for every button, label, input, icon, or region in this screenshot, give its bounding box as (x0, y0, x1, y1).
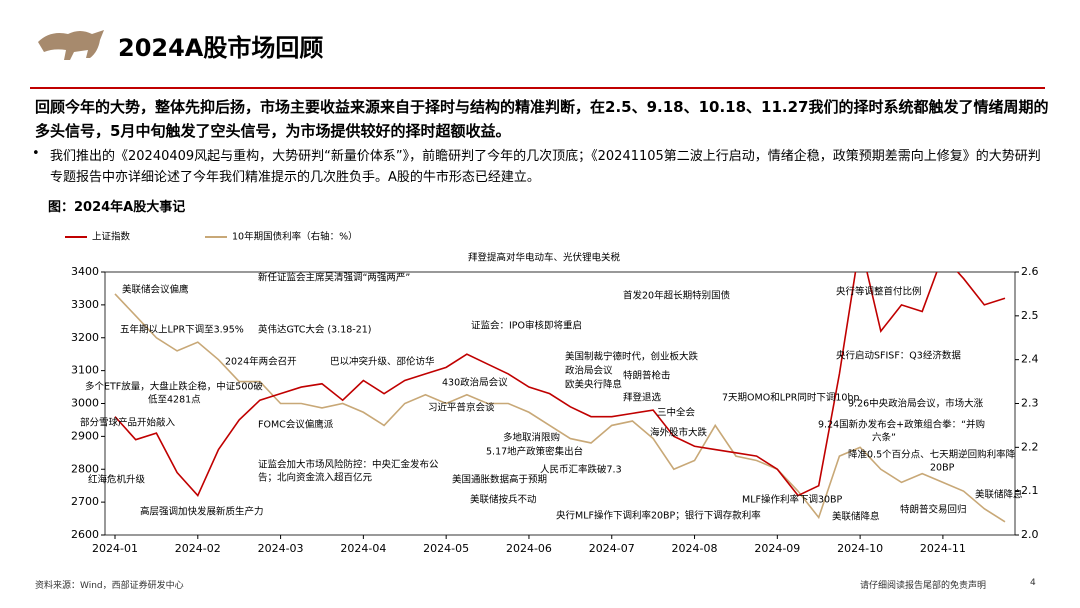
x-tick-label: 2024-04 (340, 542, 386, 555)
annotation: 5.17地产政策密集出台 (486, 446, 583, 458)
annotation: 多个ETF放量，大盘止跌企稳，中证500破 (85, 381, 263, 393)
annotation: 三中全会 (657, 407, 696, 419)
annotation: 英伟达GTC大会 (3.18-21) (258, 324, 372, 336)
y2-tick-label: 2.3 (1021, 397, 1039, 410)
series-line (114, 272, 1006, 497)
legend-label: 10年期国债利率（右轴：%） (232, 231, 358, 243)
x-tick-label: 2024-05 (423, 542, 469, 555)
x-tick-label: 2024-01 (92, 542, 138, 555)
annotation: 7天期OMO和LPR同时下调10bp (722, 392, 859, 404)
figure-caption: 图：2024年A股大事记 (48, 200, 186, 215)
annotation: 20BP (930, 463, 955, 474)
x-tick-label: 2024-06 (506, 542, 552, 555)
annotation: 美联储按兵不动 (470, 494, 537, 506)
legend-label: 上证指数 (92, 231, 131, 243)
y2-tick-label: 2.1 (1021, 484, 1039, 497)
annotation: 美国通胀数据高于预期 (452, 474, 547, 486)
annotation: 政治局会议 (565, 365, 613, 377)
annotation: 高层强调加快发展新质生产力 (140, 506, 264, 518)
x-tick-label: 2024-02 (175, 542, 221, 555)
annotation: 降准0.5个百分点、七天期逆回购利率降 (848, 449, 1016, 461)
y2-tick-label: 2.5 (1021, 309, 1039, 322)
annotation: 拜登退选 (623, 392, 662, 404)
annotation: 430政治局会议 (442, 377, 508, 389)
disclaimer: 请仔细阅读报告尾部的免责声明 (860, 581, 987, 591)
page-number: 4 (1030, 578, 1036, 588)
source: 资料来源：Wind，西部证券研发中心 (35, 581, 184, 591)
annotation: 五年期以上LPR下调至3.95% (120, 324, 244, 336)
annotation: MLF操作利率下调30BP (742, 494, 843, 506)
paragraph: 回顾今年的大势，整体先抑后扬，市场主要收益来源来自于择时与结构的精准判断，在2.… (35, 98, 1049, 140)
annotation: 2024年两会召开 (225, 356, 297, 368)
y2-tick-label: 2.4 (1021, 353, 1039, 366)
annotation: 美联储会议偏鹰 (122, 284, 189, 296)
series-line (114, 293, 1006, 523)
y2-tick-label: 2.2 (1021, 440, 1039, 453)
annotation: 央行MLF操作下调利率20BP；银行下调存款利率 (556, 510, 761, 522)
y-tick-label: 3300 (71, 298, 99, 311)
x-tick-label: 2024-03 (258, 542, 304, 555)
y-tick-label: 3200 (71, 331, 99, 344)
annotation: 特朗普枪击 (623, 370, 671, 382)
y-tick-label: 3400 (71, 265, 99, 278)
annotation: 新任证监会主席吴清强调“两强两严” (258, 272, 410, 284)
annotation: 证监会加大市场风险防控：中央汇金发布公 (258, 459, 439, 471)
y-tick-label: 2700 (71, 495, 99, 508)
annotation: 特朗普交易回归 (900, 504, 967, 516)
annotation: 人民币汇率跌破7.3 (540, 464, 622, 476)
annotation: 红海危机升级 (88, 474, 146, 486)
annotation: 美联储降息 (832, 511, 880, 523)
annotation: 拜登提高对华电动车、光伏锂电关税 (468, 252, 621, 264)
annotation: 9.24国新办发布会+政策组合拳：“并购 (818, 419, 985, 431)
annotation: 多地取消限购 (503, 432, 560, 444)
logo (38, 30, 104, 60)
annotation: 巴以冲突升级、邵伦访华 (330, 356, 435, 368)
annotation: 9.26中央政治局会议，市场大涨 (848, 398, 984, 410)
annotation: 首发20年超长期特别国债 (623, 290, 731, 302)
x-tick-label: 2024-09 (754, 542, 800, 555)
annotation: 美联储降息 (975, 489, 1023, 501)
title: 2024A股市场回顾 (118, 34, 324, 62)
annotation: 六条” (872, 432, 896, 444)
annotation: 海外股市大跌 (650, 427, 708, 439)
y2-tick-label: 2.0 (1021, 528, 1039, 541)
annotation: 部分雪球产品开始敲入 (80, 417, 176, 429)
annotation: 美国制裁宁德时代，创业板大跌 (565, 351, 699, 363)
annotation: 证监会：IPO审核即将重启 (471, 320, 582, 332)
x-tick-label: 2024-10 (837, 542, 883, 555)
x-tick-label: 2024-11 (920, 542, 966, 555)
annotation: 央行等调整首付比例 (836, 286, 922, 298)
annotation: 欧美央行降息 (565, 379, 622, 391)
chart: 2600 2700 2800 2900 3000 3100 3200 3300 3400 2.0 2… (65, 231, 1039, 555)
annotation: 低至4281点 (148, 394, 201, 406)
paragraph: 我们推出的《20240409风起与重构，大势研判“新量价体系”》，前瞻研判了今年… (50, 149, 1041, 185)
y-tick-label: 2900 (71, 429, 99, 442)
annotation: 央行启动SFISF：Q3经济数据 (836, 350, 961, 362)
x-tick-label: 2024-08 (672, 542, 718, 555)
x-tick-label: 2024-07 (589, 542, 635, 555)
annotation: 习近平普京会谈 (428, 402, 495, 414)
y2-tick-label: 2.6 (1021, 265, 1039, 278)
bullet: • (32, 146, 40, 161)
y-tick-label: 2800 (71, 462, 99, 475)
y-tick-label: 2600 (71, 528, 99, 541)
annotation: FOMC会议偏鹰派 (258, 419, 334, 431)
y-tick-label: 3100 (71, 364, 99, 377)
annotation: 告；北向资金流入超百亿元 (258, 472, 373, 484)
y-tick-label: 3000 (71, 397, 99, 410)
